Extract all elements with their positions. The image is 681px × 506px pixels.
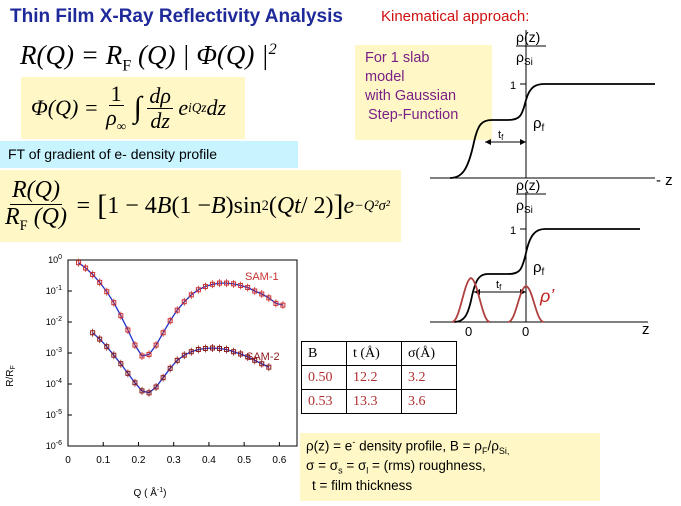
x-tick-label: 0	[65, 455, 71, 466]
table-header-row: B t (Å) σ(Å)	[301, 341, 457, 366]
definitions-note: ρ(z) = e- density profile, B = ρF/ρSi, σ…	[300, 433, 600, 501]
cell-sigma: 3.2	[401, 365, 457, 390]
model-note-line-1: For 1 slab	[365, 50, 430, 66]
rho-z-label-bottom: ρ(z)	[516, 177, 540, 193]
one-label-bottom: 1	[510, 225, 516, 237]
cell-t: 13.3	[346, 389, 402, 414]
y-axis-label: R/RF	[5, 365, 17, 387]
model-note-line-3: with Gaussian	[365, 88, 457, 104]
x-tick-label: 0.1	[96, 455, 110, 466]
y-tick-label: 10-1	[46, 285, 62, 296]
profile-curve-bottom	[453, 228, 640, 323]
definition-line-1: ρ(z) = e- density profile, B = ρF/ρSi,	[306, 437, 510, 457]
cell-sigma: 3.6	[401, 389, 457, 414]
parameter-table-wrap: B t (Å) σ(Å) 0.50 12.2 3.2 0.53 13.3 3.6	[301, 341, 457, 414]
z-label-top: - z	[656, 172, 673, 189]
gaussian-peak-left	[451, 277, 491, 323]
y-tick-label: 100	[48, 254, 62, 265]
x-tick-label: 0.4	[202, 455, 216, 466]
model-note-box: For 1 slab model with Gaussian Step-Func…	[355, 45, 492, 140]
model-note-line-4: Step-Function	[368, 107, 459, 123]
y-tick-label: 10-6	[46, 440, 62, 451]
z-label-bottom: z	[642, 321, 650, 338]
reflectivity-chart: 0 0.1 0.2 0.3 0.4 0.5 0.6 100 10-1 10-2 10-3 10-4 10…	[5, 254, 298, 499]
sam1-label: SAM-1	[245, 271, 279, 283]
ft-caption-text: FT of gradient of e- density profile	[8, 146, 218, 162]
cell-b: 0.53	[301, 389, 347, 414]
rho-f-label-top: ρf	[533, 115, 545, 134]
header-b: B	[301, 341, 347, 366]
density-profile-diagrams: ρ(z) ρSi 1 ρf tf - z ρ(z) ρSi 1 ρf tf ρ’…	[430, 29, 673, 339]
header-sigma: σ(Å)	[401, 341, 457, 366]
x-axis-label: Q ( Å-1)	[134, 486, 167, 499]
profile-curve-top	[449, 83, 655, 179]
phi-equation: Φ(Q) = 1 ρ∞ ∫ dρ dz e iQz dz	[21, 77, 245, 139]
gaussian-peak-right	[507, 285, 545, 323]
sam2-label: SAM-2	[246, 351, 280, 363]
y-tick-label: 10-3	[46, 347, 62, 358]
cell-b: 0.50	[301, 365, 347, 390]
x-tick-label: 0.2	[132, 455, 146, 466]
definition-line-2: σ = σs = σl = (rms) roughness,	[306, 458, 486, 477]
rho-si-label-bottom: ρSi	[516, 197, 533, 216]
rho-prime-label: ρ’	[539, 286, 555, 306]
reflectivity-equation: R(Q) = RF (Q) | Φ(Q) |2	[20, 40, 277, 75]
zero-label-left: 0	[465, 324, 472, 339]
x-tick-label: 0.6	[272, 455, 286, 466]
profile-top: ρ(z) ρSi 1 ρf tf - z	[430, 29, 673, 189]
rho-z-label-top: ρ(z)	[516, 29, 540, 45]
one-label-top: 1	[510, 80, 516, 92]
y-tick-label: 10-2	[46, 316, 62, 327]
x-tick-label: 0.3	[167, 455, 181, 466]
table-row: 0.53 13.3 3.6	[301, 389, 457, 414]
cell-t: 12.2	[346, 365, 402, 390]
tf-label-bottom: tf	[496, 279, 502, 292]
rho-f-label-bottom: ρf	[533, 259, 545, 278]
definition-line-3: t = film thickness	[312, 478, 413, 494]
zero-label-right: 0	[522, 324, 529, 339]
parameter-table: B t (Å) σ(Å) 0.50 12.2 3.2 0.53 13.3 3.6	[301, 341, 457, 414]
header-t: t (Å)	[346, 341, 402, 366]
table-row: 0.50 12.2 3.2	[301, 365, 457, 390]
x-tick-label: 0.5	[237, 455, 251, 466]
ratio-equation: R(Q) RF (Q) = [1 − 4 B (1 − B)sin 2(Qt / 2)]…	[0, 170, 401, 242]
y-tick-label: 10-4	[46, 378, 62, 389]
ft-caption: FT of gradient of e- density profile	[0, 141, 298, 168]
rho-si-label-top: ρSi	[516, 49, 533, 68]
model-note-line-2: model	[365, 69, 405, 85]
slide-title: Thin Film X-Ray Reflectivity Analysis	[10, 6, 343, 27]
kinematical-heading: Kinematical approach:	[381, 8, 530, 25]
profile-bottom: ρ(z) ρSi 1 ρf tf ρ’ 0 0 z	[430, 177, 650, 339]
tf-label-top: tf	[498, 129, 504, 142]
y-tick-label: 10-5	[46, 409, 62, 420]
